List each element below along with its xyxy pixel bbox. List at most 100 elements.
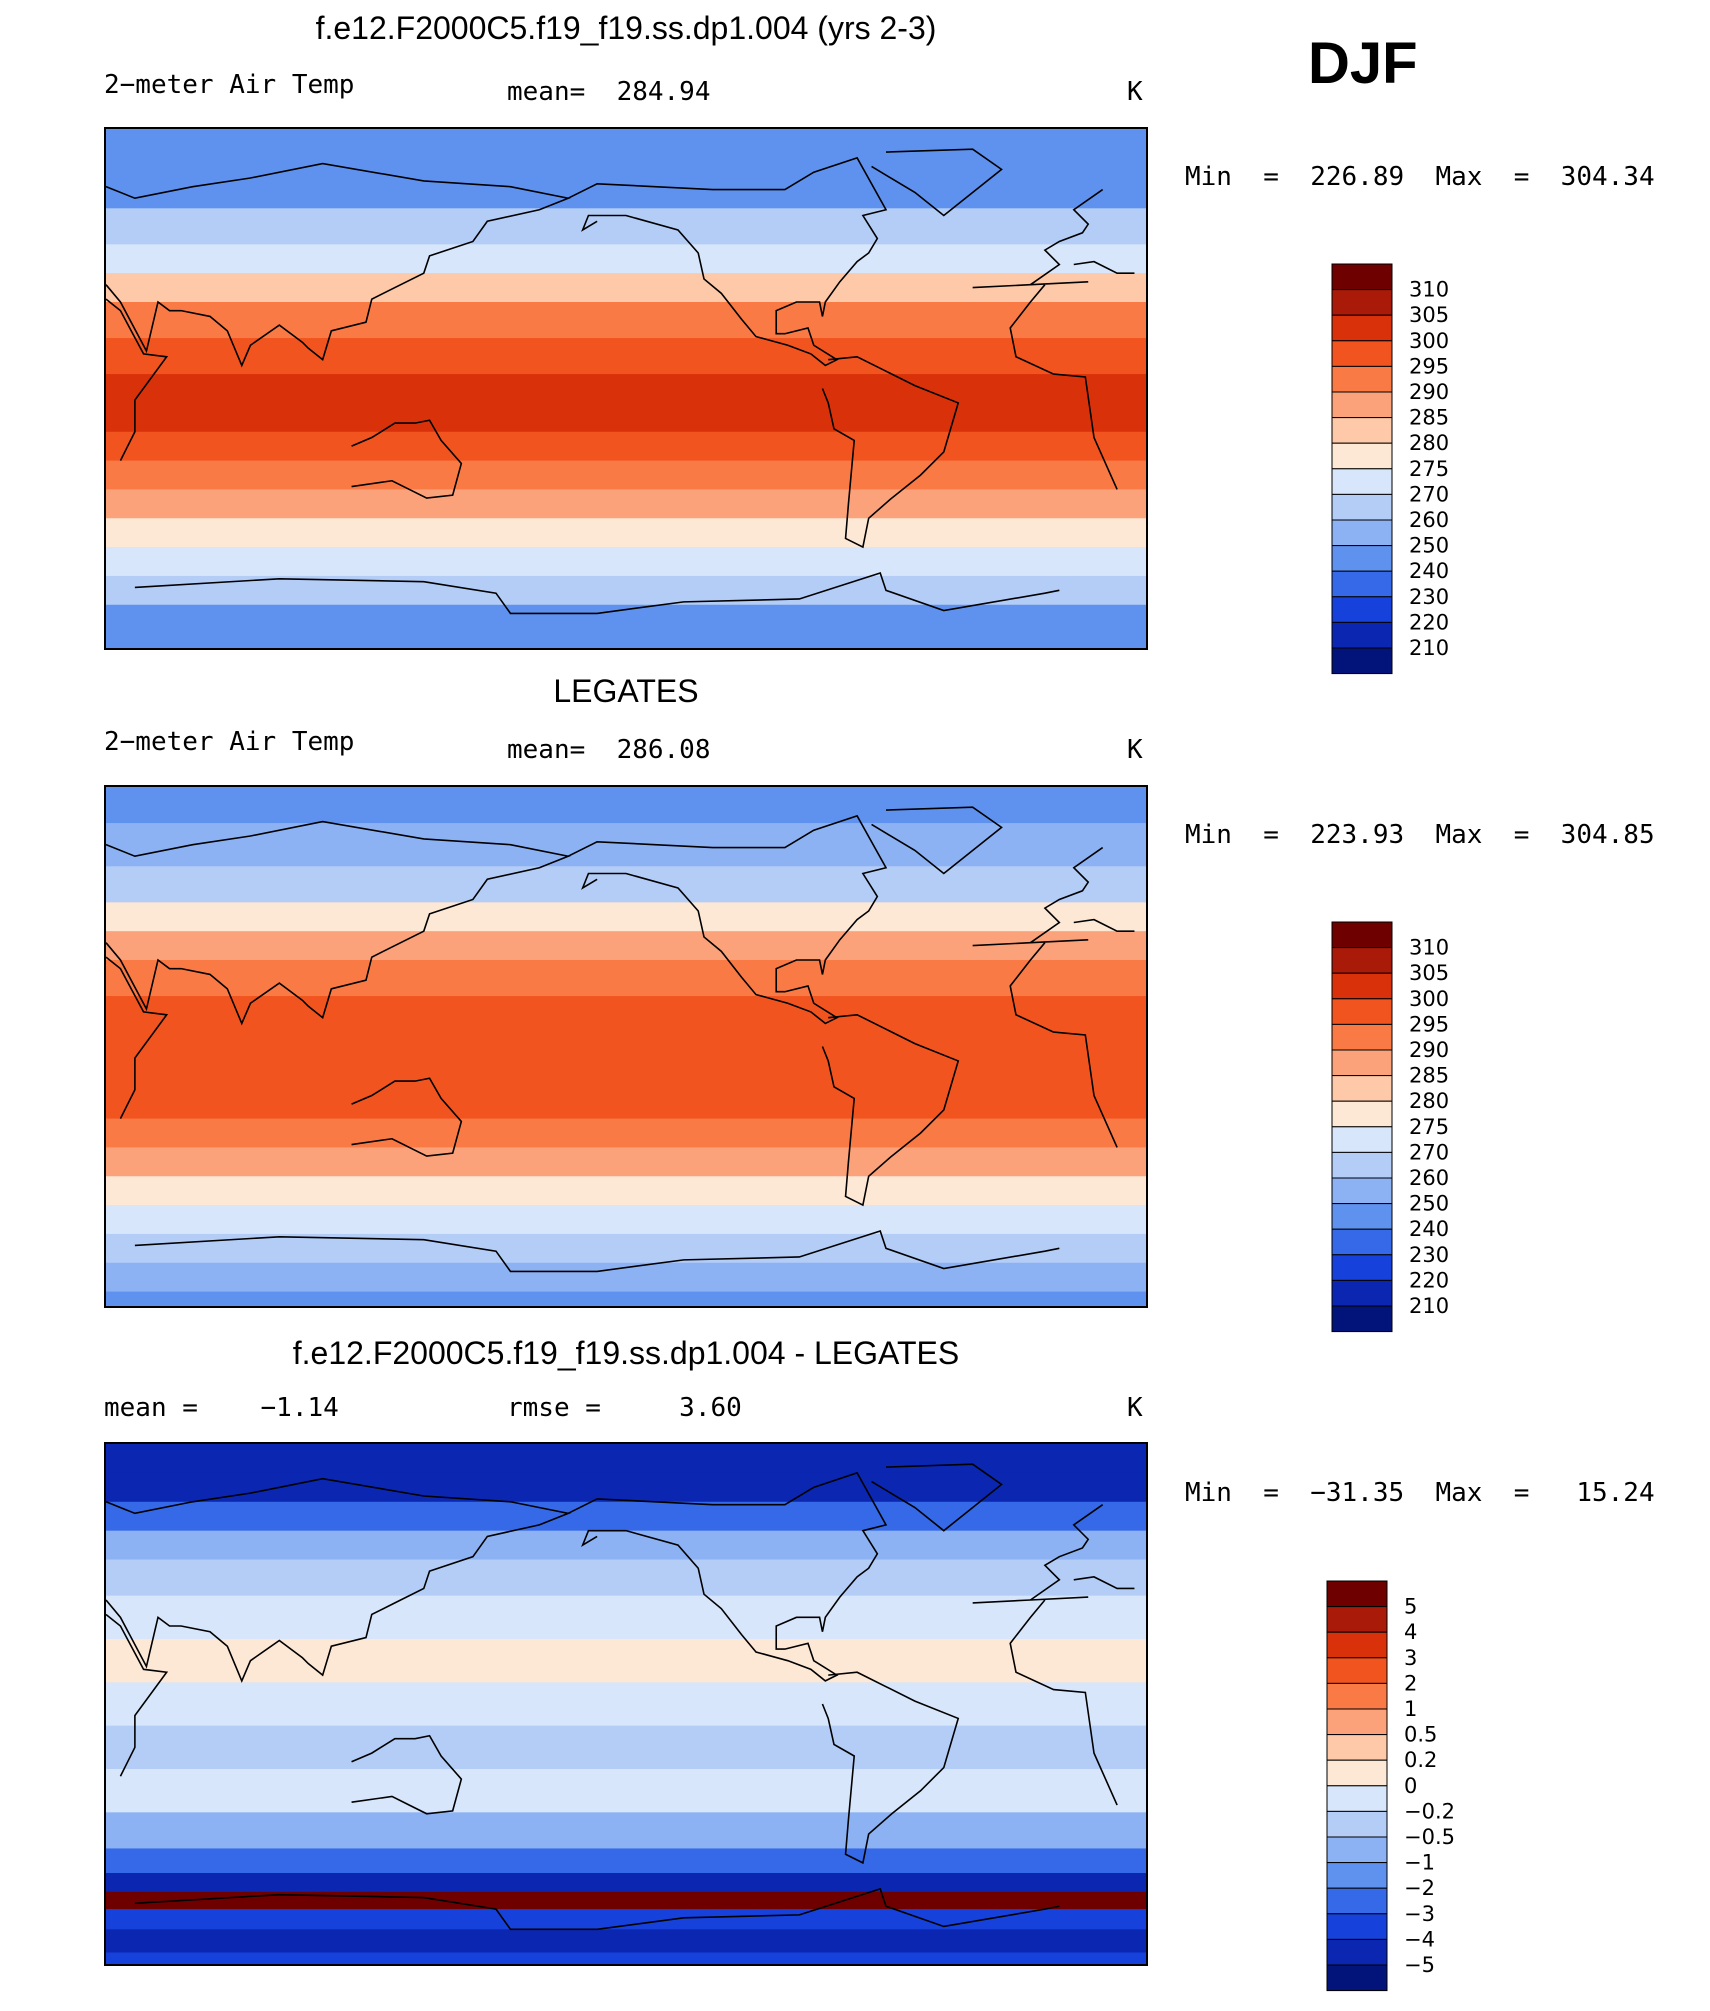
colorbar-box xyxy=(1331,1049,1393,1077)
colorbar-label: −3 xyxy=(1404,1902,1435,1926)
coastline xyxy=(821,1013,960,1207)
coastline xyxy=(351,419,463,499)
colorbar-label: 275 xyxy=(1409,457,1449,481)
field-band xyxy=(106,1444,1146,1474)
field-band xyxy=(106,489,1146,519)
colorbar-box xyxy=(1331,998,1393,1025)
colorbar-box xyxy=(1326,1631,1388,1659)
colorbar-label: 290 xyxy=(1409,1038,1449,1062)
panel-1-colorbar: 310 305 300 295 290 285 280 275 270 260 250 240 230 2… xyxy=(1330,228,1490,694)
field-band xyxy=(106,302,1146,339)
panel-1-map xyxy=(104,127,1148,650)
panel-2-mean-label: mean= 286.08 xyxy=(507,735,711,765)
field-band xyxy=(106,165,1146,209)
colorbar-label: −1 xyxy=(1404,1851,1435,1875)
colorbar-box xyxy=(1331,947,1393,974)
field-band xyxy=(106,931,1146,961)
field-band xyxy=(106,1060,1146,1091)
colorbar-box xyxy=(1326,1836,1388,1864)
field-band xyxy=(106,1952,1146,1964)
coastline xyxy=(1009,942,1118,1148)
panel-1-colorbar-svg: 3103053002952902852802752702602502402302… xyxy=(1331,263,1449,675)
colorbar-label: 4 xyxy=(1404,1620,1417,1644)
colorbar-label: 230 xyxy=(1409,1243,1449,1267)
panel-1-minmax: Min = 226.89 Max = 304.34 xyxy=(1185,162,1655,192)
field-band xyxy=(106,1639,1146,1683)
coastline xyxy=(1073,918,1135,932)
field-band xyxy=(106,338,1146,375)
colorbar-label: 280 xyxy=(1409,1089,1449,1113)
coastline xyxy=(567,1471,888,1682)
coastline xyxy=(1073,1576,1135,1590)
coastline xyxy=(106,956,169,1119)
panel-1-units: K xyxy=(1127,77,1143,107)
panel-3-title: f.e12.F2000C5.f19_f19.ss.dp1.004 - LEGAT… xyxy=(292,1335,960,1371)
colorbar-box xyxy=(1331,314,1393,342)
coastline xyxy=(106,1477,572,1683)
colorbar-box xyxy=(1326,1887,1388,1915)
panel-3-field-svg xyxy=(106,1444,1146,1964)
colorbar-box xyxy=(1331,1254,1393,1281)
coastline xyxy=(106,1613,169,1777)
field-band xyxy=(106,1812,1146,1849)
colorbar-box xyxy=(1331,972,1393,1000)
field-band xyxy=(106,208,1146,245)
colorbar-box xyxy=(1331,621,1393,649)
colorbar-label: −0.2 xyxy=(1404,1799,1455,1823)
colorbar-label: 250 xyxy=(1409,534,1449,558)
field-band xyxy=(106,547,1146,577)
colorbar-box xyxy=(1331,1177,1393,1205)
field-band xyxy=(106,374,1146,404)
colorbar-label: 0 xyxy=(1404,1774,1417,1798)
panel-2-map xyxy=(104,785,1148,1308)
coastline xyxy=(106,298,169,461)
field-band xyxy=(106,787,1146,824)
panel-3-mean-label: mean = −1.14 xyxy=(104,1393,339,1423)
coastline xyxy=(106,820,572,1026)
colorbar-label: 0.2 xyxy=(1404,1748,1437,1772)
colorbar-box xyxy=(1331,921,1393,949)
field-band xyxy=(106,1891,1146,1910)
colorbar-label: 250 xyxy=(1409,1192,1449,1216)
field-band xyxy=(106,1682,1146,1727)
colorbar-label: −0.5 xyxy=(1404,1825,1455,1849)
colorbar-label: 3 xyxy=(1404,1646,1417,1670)
coastline xyxy=(871,1463,1003,1532)
field-band xyxy=(106,431,1146,462)
colorbar-box xyxy=(1331,1279,1393,1307)
colorbar-box xyxy=(1331,1023,1393,1051)
colorbar-label: 1 xyxy=(1404,1697,1417,1721)
field-band xyxy=(106,402,1146,433)
colorbar-box xyxy=(1331,1126,1393,1153)
field-band xyxy=(106,1291,1146,1306)
colorbar-label: 260 xyxy=(1409,508,1449,532)
field-band xyxy=(106,823,1146,867)
panel-2-field-label: 2−meter Air Temp xyxy=(104,727,355,757)
coastline xyxy=(1009,284,1118,490)
field-band xyxy=(106,1501,1146,1532)
field-band xyxy=(106,1233,1146,1264)
colorbar-box xyxy=(1331,391,1393,419)
field-band xyxy=(106,273,1146,303)
colorbar-box xyxy=(1326,1708,1388,1736)
panel-2-title: LEGATES xyxy=(553,673,699,709)
colorbar-label: 295 xyxy=(1409,1012,1449,1036)
colorbar-box xyxy=(1326,1734,1388,1761)
panel-2-colorbar-svg: 3103053002952902852802752702602502402302… xyxy=(1331,921,1449,1333)
coastline xyxy=(134,572,1060,615)
coastline xyxy=(871,148,1003,217)
colorbar-box xyxy=(1331,468,1393,495)
colorbar-box xyxy=(1331,417,1393,444)
season-label: DJF xyxy=(1308,31,1418,96)
colorbar-label: −2 xyxy=(1404,1876,1435,1900)
colorbar-box xyxy=(1326,1657,1388,1684)
colorbar-box xyxy=(1331,1075,1393,1102)
field-band xyxy=(106,1176,1146,1206)
field-band xyxy=(106,1848,1146,1874)
coastline xyxy=(1029,1504,1104,1601)
field-band xyxy=(106,518,1146,548)
colorbar-label: 220 xyxy=(1409,610,1449,634)
panel-3-minmax: Min = −31.35 Max = 15.24 xyxy=(1185,1478,1655,1508)
field-band xyxy=(106,1595,1146,1640)
